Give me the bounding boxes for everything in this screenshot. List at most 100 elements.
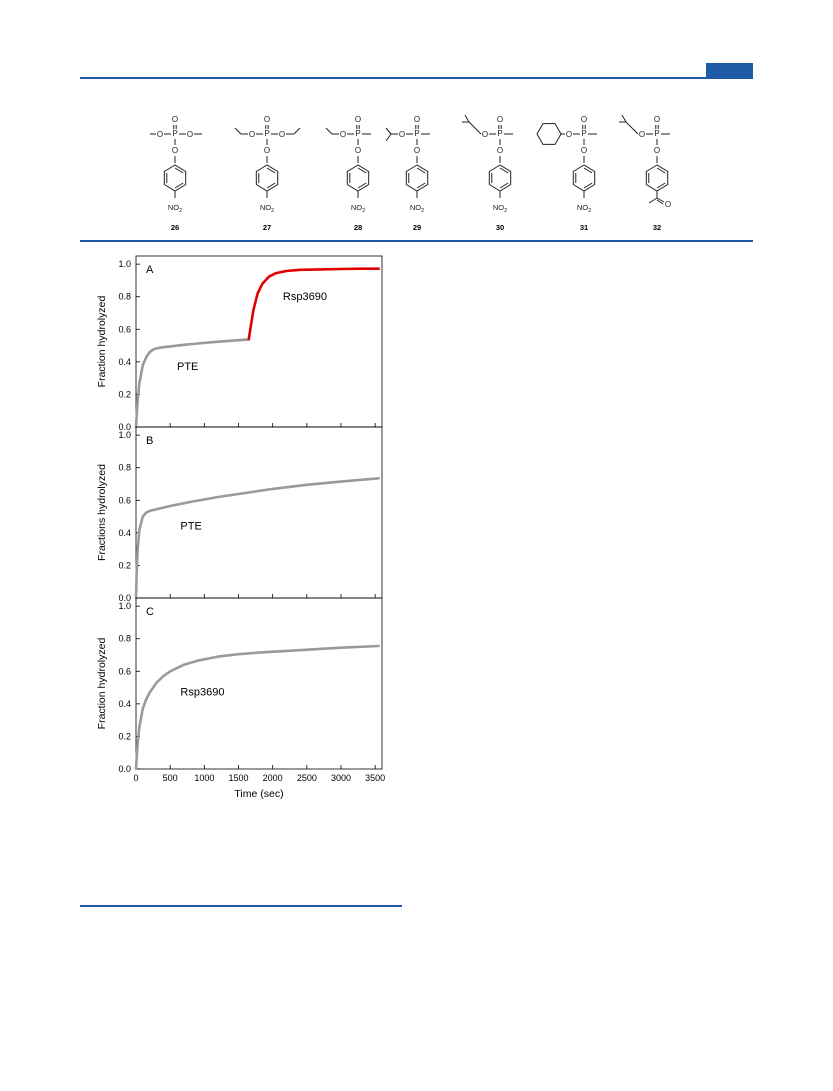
series-annotation: PTE [177,361,198,373]
benzene-ring [255,164,279,192]
oxygen-atom: O [654,146,660,155]
y-tick-label: 0.0 [118,422,131,432]
bond [631,127,639,135]
series-line-pte [134,477,380,600]
oxygen-atom: O [187,130,193,139]
oxygen-atom: O [172,146,178,155]
benzene-ring [645,164,669,192]
footnote-rule [80,905,402,907]
aromatic-bond [499,167,509,174]
chart-panel-c: 0.0 0.2 0.4 0.6 0.8 1.0 0 500 1000 1500 2000 2500 30… [96,597,385,800]
phosphorus-atom: P [355,129,360,138]
y-tick-label: 0.2 [118,389,131,399]
y-tick-label: 0.8 [118,634,131,644]
benzene-ring [405,164,429,192]
structures-divider [80,240,753,242]
compound-number: 32 [653,223,661,232]
oxygen-atom: O [414,115,420,124]
phosphorus-atom: P [172,129,177,138]
y-axis-label: Fraction hydrolyzed [96,296,108,388]
header-rule [80,77,753,79]
y-tick-label: 1.0 [118,601,131,611]
x-tick-label: 500 [163,773,178,783]
y-tick-label: 0.0 [118,764,131,774]
bond [656,197,665,203]
nitro-group: NO2 [260,203,274,214]
y-tick-label: 1.0 [118,259,131,269]
y-tick-label: 0.2 [118,560,131,570]
y-axis-label: Fractions hydrolyzed [96,464,108,561]
compound-number: 29 [413,223,421,232]
y-tick-label: 0.4 [118,357,131,367]
bond [648,197,658,204]
panel-label: A [146,264,154,276]
y-tick-label: 0.0 [118,593,131,603]
x-tick-label: 3000 [331,773,351,783]
x-tick-label: 3500 [365,773,385,783]
series-annotation: Rsp3690 [283,291,327,303]
aromatic-bond [416,182,426,189]
aromatic-bond [174,167,184,174]
aromatic-bond [357,182,367,189]
bond [325,127,333,135]
oxygen-atom: O [566,130,572,139]
benzene-ring [346,164,370,192]
nitro-group: NO2 [410,203,424,214]
aromatic-bond [174,182,184,189]
aromatic-bond [266,167,276,174]
benzene-ring [488,164,512,192]
x-tick-label: 0 [133,773,138,783]
oxygen-atom: O [482,130,488,139]
phosphorus-atom: P [581,129,586,138]
y-tick-label: 0.6 [118,666,131,676]
benzene-ring [163,164,187,192]
plot-frame [135,255,383,428]
aromatic-bond [416,167,426,174]
oxygen-atom: O [665,200,671,209]
phosphorus-atom: P [654,129,659,138]
oxygen-atom: O [340,130,346,139]
aromatic-bond [357,167,367,174]
compound-number: 30 [496,223,504,232]
panel-label: B [146,435,153,447]
oxygen-atom: O [172,115,178,124]
aromatic-bond [656,167,666,174]
y-tick-label: 0.8 [118,463,131,473]
oxygen-atom: O [264,115,270,124]
x-tick-label: 1500 [228,773,248,783]
compound-number: 26 [171,223,179,232]
phosphorus-atom: P [414,129,419,138]
series-annotation: Rsp3690 [180,687,224,699]
compound-number: 31 [580,223,588,232]
series-annotation: PTE [180,521,201,533]
series-line-pte [134,338,251,429]
oxygen-atom: O [581,146,587,155]
plot-frame [135,426,383,599]
oxygen-atom: O [581,115,587,124]
oxygen-atom: O [497,146,503,155]
benzene-ring [572,164,596,192]
y-tick-label: 0.6 [118,324,131,334]
hydrolysis-time-course-chart: 0.0 0.2 0.4 0.6 0.8 1.0 Fraction hydrolyzed A PT… [96,255,385,800]
bond [621,114,627,123]
y-tick-label: 0.4 [118,528,131,538]
oxygen-atom: O [399,130,405,139]
bond [468,121,476,129]
header-tab [706,63,753,77]
aromatic-bond [266,182,276,189]
y-tick-label: 1.0 [118,430,131,440]
nitro-group: NO2 [577,203,591,214]
bond [474,127,482,135]
y-tick-label: 0.8 [118,292,131,302]
y-axis-label: Fraction hydrolyzed [96,638,108,730]
nitro-group: NO2 [351,203,365,214]
oxygen-atom: O [157,130,163,139]
oxygen-atom: O [497,115,503,124]
